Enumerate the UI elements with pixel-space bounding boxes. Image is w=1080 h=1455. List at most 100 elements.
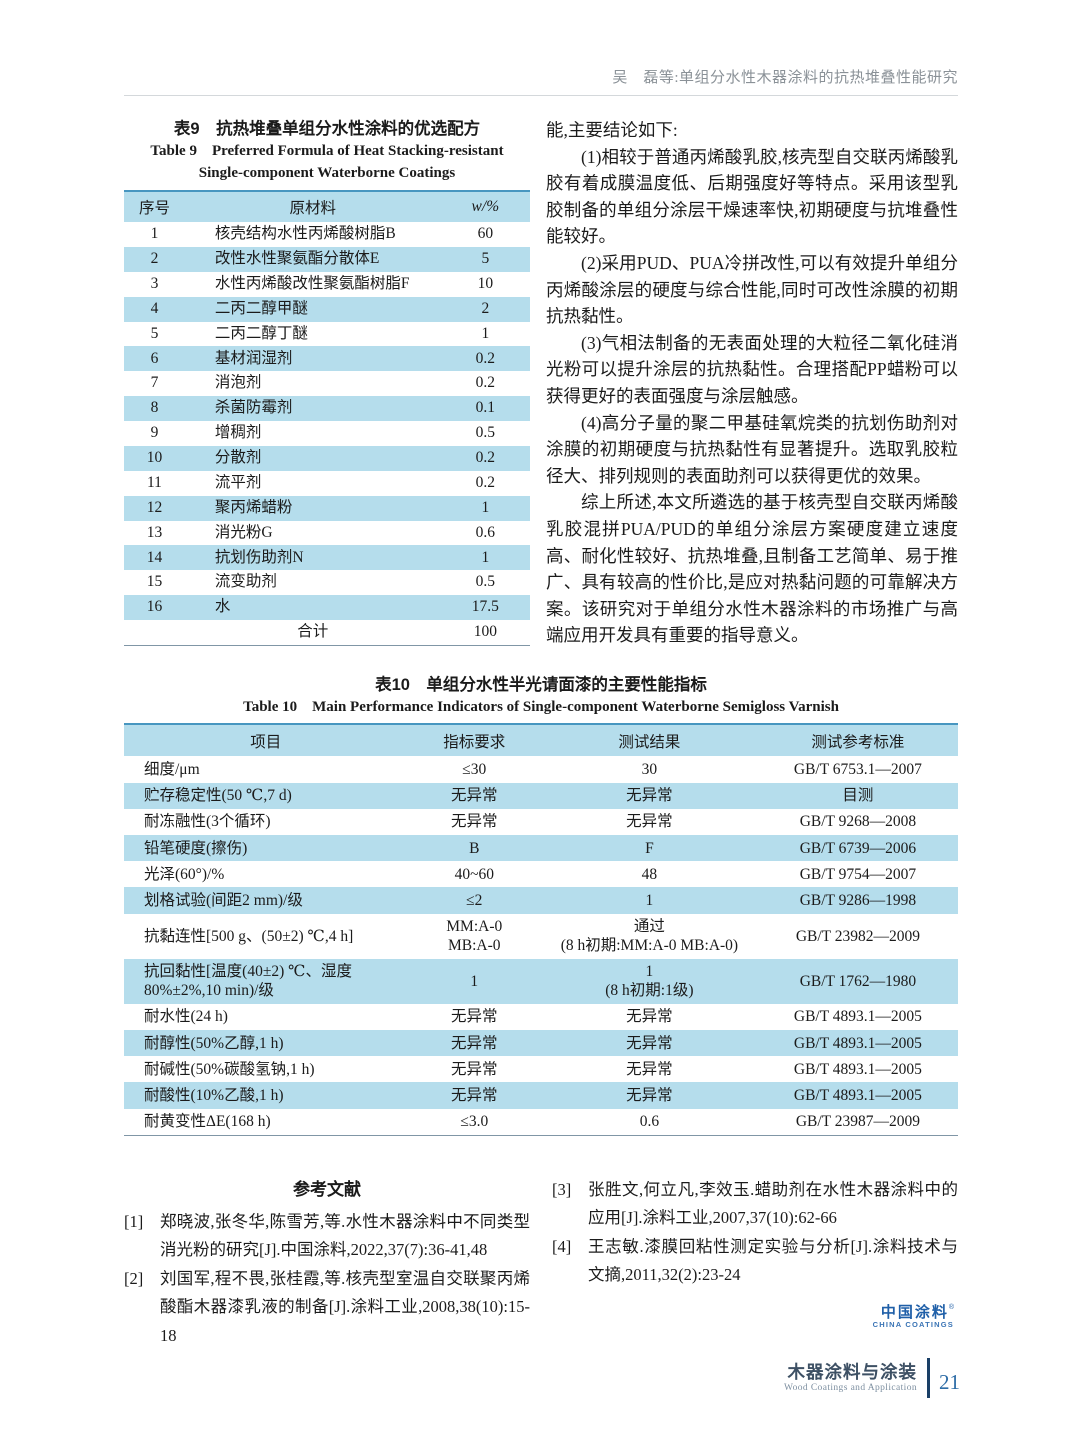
table-cell: 4: [124, 296, 185, 322]
table-row: 8 杀菌防霉剂 0.1: [124, 396, 530, 421]
table-cell: 光泽(60°)/%: [144, 865, 225, 883]
table-cell: 聚丙烯蜡粉: [184, 495, 441, 521]
table-cell: 消泡剂: [214, 374, 262, 392]
reference-label: [2]: [124, 1268, 144, 1288]
table-cell: 耐酸性(10%乙酸,1 h): [124, 1082, 408, 1109]
table-cell: 二丙二醇丁醚: [214, 324, 308, 342]
table-cell: 0.2: [475, 374, 496, 392]
table-cell: 40~60: [454, 865, 494, 883]
main-columns: 表9 抗热堆叠单组分水性涂料的优选配方 Table 9 Preferred Fo…: [124, 117, 958, 649]
reference-label: [1]: [124, 1211, 144, 1231]
table-cell: 目测: [757, 782, 958, 809]
table-cell: 杀菌防霉剂: [184, 396, 441, 421]
table-cell: GB/T 9286—1998: [757, 887, 958, 914]
table-cell: 3: [150, 274, 159, 292]
table-cell: 0.6: [475, 523, 496, 541]
references-heading: 参考文献: [293, 1179, 361, 1199]
table-cell: 划格试验(间距2 mm)/级: [124, 887, 408, 914]
table9-body: 1 核壳结构水性丙烯酸树脂B 60 2 改性水性聚氨酯分散体E 5 3 水性丙烯酸改性聚氨酯树…: [124, 222, 530, 646]
table-cell: 0.5: [475, 424, 496, 442]
table-cell: 0.5: [475, 573, 496, 591]
table9-caption-zh: 表9 抗热堆叠单组分水性涂料的优选配方: [173, 120, 481, 138]
table-row: 1 核壳结构水性丙烯酸树脂B 60: [124, 222, 530, 247]
table-cell: 无异常: [407, 1030, 541, 1057]
table-cell: 1: [481, 324, 490, 342]
table-cell: 12: [124, 495, 185, 521]
table-cell: GB/T 4893.1—2005: [757, 1030, 958, 1057]
table-row: 4 二丙二醇甲醚 2: [124, 296, 530, 322]
table9-caption-en-line1: Table 9 Preferred Formula of Heat Stacki…: [150, 143, 504, 159]
table-cell: 5: [150, 324, 159, 342]
table-cell: 无异常: [626, 1060, 673, 1078]
table10-caption-en: Table 10 Main Performance Indicators of …: [243, 698, 839, 715]
table-cell: ≤3.0: [460, 1113, 489, 1131]
table-cell: 1: [440, 545, 530, 571]
table-cell: 60: [477, 225, 494, 243]
table-cell: F: [540, 834, 758, 862]
table-cell: 二丙二醇甲醚: [184, 296, 441, 322]
table-cell: GB/T 23982—2009: [795, 927, 920, 945]
trademark-icon: ®: [948, 1303, 954, 1311]
column-header: 指标要求: [407, 724, 541, 757]
table-cell: 合计: [184, 620, 441, 646]
table-cell: GB/T 4893.1—2005: [793, 1060, 922, 1078]
table-row: 光泽(60°)/% 40~60 48 GB/T 9754—2007: [124, 861, 958, 887]
table-cell: 8: [124, 396, 185, 421]
table-cell: 水: [184, 595, 441, 620]
table-cell: 流变助剂: [214, 573, 277, 591]
table-cell: 贮存稳定性(50 ℃,7 d): [124, 782, 408, 809]
table9-header: 序号 原材料 w/%: [124, 191, 530, 222]
table-cell: 0.1: [440, 396, 530, 421]
table-row: 贮存稳定性(50 ℃,7 d) 无异常 无异常 目测: [124, 782, 958, 809]
table-cell: 48: [641, 865, 658, 883]
conclusions-paragraph: (1)相较于普通丙烯酸乳胶,核壳型自交联丙烯酸乳胶有着成膜温度低、后期强度好等特…: [546, 146, 958, 247]
table-cell: 无异常: [540, 1030, 758, 1057]
table9-caption-en-line2: Single-component Waterborne Coatings: [198, 164, 456, 181]
table-cell: 1: [150, 225, 159, 243]
table-cell: 14: [124, 545, 185, 571]
table-cell: 通过 (8 h初期:MM:A-0 MB:A-0): [560, 918, 739, 955]
table-cell: 耐水性(24 h): [144, 1008, 228, 1026]
journal-name-en: Wood Coatings and Application: [783, 1383, 917, 1393]
column-header: 序号: [124, 191, 185, 222]
table-header-row: 项目 指标要求 测试结果 测试参考标准: [124, 724, 958, 757]
column-header: 项目: [124, 724, 408, 757]
table-row: 耐酸性(10%乙酸,1 h) 无异常 无异常 GB/T 4893.1—2005: [124, 1082, 958, 1109]
reference-item: [2] 刘国军,程不畏,张桂霞,等.核壳型室温自交联聚丙烯酸酯木器漆乳液的制备[…: [124, 1265, 530, 1351]
china-coatings-logo: 中国涂料® CHINA COATINGS: [552, 1304, 958, 1330]
table-cell: B: [407, 834, 541, 862]
table-cell: 16: [124, 595, 185, 620]
table-cell: 无异常: [451, 813, 498, 831]
table-cell: 改性水性聚氨酯分散体E: [184, 246, 441, 272]
table-cell: 100: [440, 620, 530, 646]
table-cell: 13: [146, 523, 163, 541]
table-cell: 流平剂: [214, 473, 262, 491]
footer-divider: [927, 1358, 930, 1398]
page-footer: 木器涂料与涂装 Wood Coatings and Application 21: [784, 1358, 960, 1398]
reference-label: [4]: [552, 1236, 572, 1256]
table-cell: 1: [407, 958, 541, 1004]
table-cell: GB/T 4893.1—2005: [757, 1082, 958, 1109]
table-row: 耐黄变性ΔE(168 h) ≤3.0 0.6 GB/T 23987—2009: [124, 1109, 958, 1136]
table-cell: 5: [440, 246, 530, 272]
table-cell: 10: [124, 445, 185, 471]
table-cell: GB/T 1762—1980: [757, 958, 958, 1004]
journal-name: 木器涂料与涂装 Wood Coatings and Application: [784, 1362, 917, 1394]
table-row: 6 基材润湿剂 0.2: [124, 346, 530, 372]
table-cell: 耐黄变性ΔE(168 h): [144, 1113, 271, 1131]
table-row: 12 聚丙烯蜡粉 1: [124, 495, 530, 521]
page-number: 21: [939, 1369, 960, 1394]
table-cell: GB/T 6753.1—2007: [793, 760, 922, 778]
running-head: 吴 磊等:单组分水性木器涂料的抗热堆叠性能研究: [612, 70, 958, 86]
table-row: 11 流平剂 0.2: [124, 471, 530, 496]
header-rule: [124, 95, 958, 96]
table-row: 抗回黏性[温度(40±2) ℃、湿度 80%±2%,10 min)/级 1 1 (8…: [124, 958, 958, 1004]
references-section: 参考文献 [1] 郑晓波,张冬华,陈雪芳,等.水性木器涂料中不同类型消光粉的研究…: [124, 1176, 958, 1351]
table-cell: 耐冻融性(3个循环): [144, 813, 271, 831]
table-cell: 15: [146, 573, 163, 591]
table-cell: MM:A-0 MB:A-0: [446, 918, 503, 955]
table-cell: 无异常: [451, 1008, 498, 1026]
table-row: 划格试验(间距2 mm)/级 ≤2 1 GB/T 9286—1998: [124, 887, 958, 914]
table-cell: 抗黏连性[500 g、(50±2) ℃,4 h]: [144, 927, 354, 945]
